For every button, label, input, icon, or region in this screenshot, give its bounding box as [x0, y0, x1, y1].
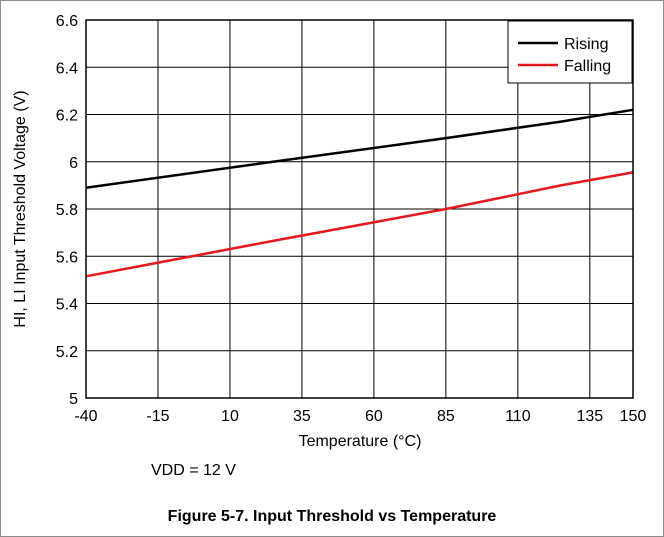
y-tick-label: 6.6	[56, 13, 78, 30]
y-tick-label: 5.4	[56, 297, 78, 314]
x-tick-label: -40	[74, 408, 97, 425]
x-tick-label: -15	[146, 408, 169, 425]
x-tick-label: 35	[293, 408, 311, 425]
y-tick-label: 6.4	[56, 60, 78, 77]
y-tick-label: 6	[69, 155, 78, 172]
figure-caption: Figure 5-7. Input Threshold vs Temperatu…	[167, 508, 497, 525]
y-tick-label: 5	[69, 391, 78, 408]
series-line-rising	[85, 108, 634, 189]
x-tick-labels: -40 -15 10 35 60 85 110 135 150	[74, 408, 646, 425]
x-tick-label: 150	[620, 408, 647, 425]
plot-border	[85, 19, 634, 399]
y-tick-label: 5.2	[56, 344, 78, 361]
series-lines	[85, 108, 634, 278]
y-tick-label: 5.6	[56, 249, 78, 266]
x-tick-label: 10	[221, 408, 239, 425]
condition-text: VDD = 12 V	[151, 462, 236, 479]
x-axis-label: Temperature (°C)	[299, 433, 422, 450]
x-tick-label: 85	[437, 408, 455, 425]
legend-label-rising: Rising	[564, 36, 608, 53]
legend-label-falling: Falling	[564, 58, 611, 75]
series-line-falling	[85, 171, 634, 278]
y-tick-label: 6.2	[56, 108, 78, 125]
legend: Rising Falling	[507, 20, 633, 84]
chart: -40 -15 10 35 60 85 110 135 150 5 5.2 5.4 5.6 5.8 6 6.…	[12, 13, 646, 450]
y-tick-label: 5.8	[56, 202, 78, 219]
x-tick-label: 135	[576, 408, 603, 425]
grid	[86, 20, 633, 398]
y-axis-label: HI, LI Input Threshold Voltage (V)	[12, 90, 29, 327]
legend-box	[507, 20, 633, 84]
y-tick-labels: 5 5.2 5.4 5.6 5.8 6 6.2 6.4 6.6	[56, 13, 78, 408]
x-tick-label: 110	[505, 408, 531, 425]
x-tick-label: 60	[365, 408, 383, 425]
